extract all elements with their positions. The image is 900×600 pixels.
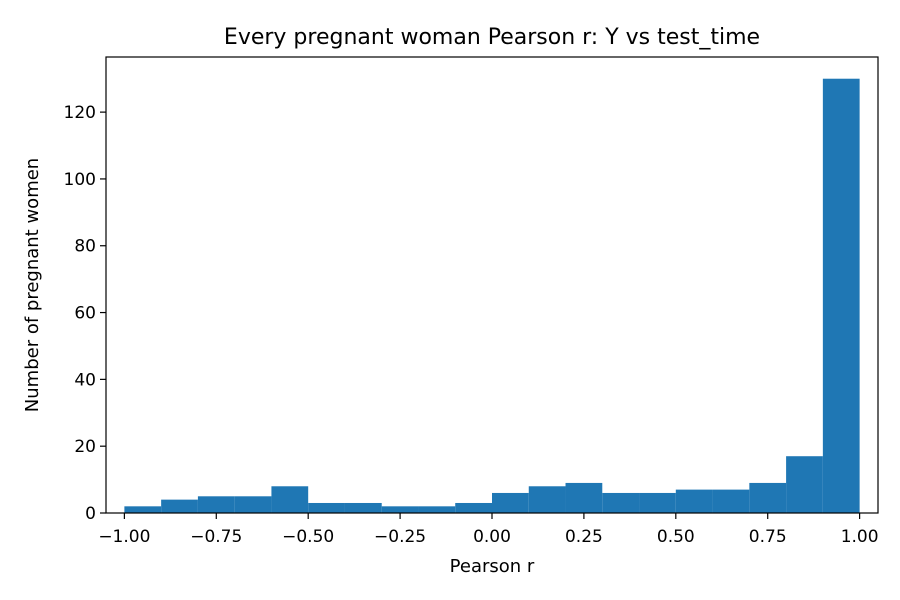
histogram-bar [822, 78, 860, 513]
x-tick-label: 0.75 [749, 527, 787, 547]
histogram-bar [308, 502, 345, 513]
histogram-bar [271, 486, 309, 513]
histogram-bar [639, 492, 676, 513]
histogram-bar [234, 496, 272, 513]
histogram-bar [197, 496, 235, 513]
y-tick-label: 40 [74, 370, 96, 390]
x-tick-label: 0.00 [473, 527, 511, 547]
histogram-bar [712, 489, 750, 513]
x-axis-label: Pearson r [450, 556, 535, 577]
x-tick-label: 1.00 [841, 527, 879, 547]
histogram-bar [492, 492, 529, 513]
y-axis-label: Number of pregnant women [22, 158, 43, 412]
x-tick-label: 0.25 [565, 527, 603, 547]
x-axis-ticks: −1.00 −0.75 −0.50 −0.25 0.00 0.25 0.50 0.75 1.00 [98, 513, 879, 547]
x-tick-label: −0.25 [374, 527, 426, 547]
y-tick-label: 80 [74, 237, 96, 257]
histogram-bar [455, 502, 492, 513]
histogram-bar [786, 456, 823, 513]
y-tick-label: 60 [74, 304, 96, 324]
histogram-bar [675, 489, 713, 513]
chart-title: Every pregnant woman Pearson r: Y vs tes… [224, 25, 760, 50]
y-tick-label: 120 [64, 103, 96, 123]
x-tick-label: −0.50 [282, 527, 334, 547]
y-tick-label: 100 [64, 170, 96, 190]
histogram-bar [749, 482, 787, 513]
histogram-bar [418, 506, 456, 513]
histogram-bar [124, 506, 162, 513]
histogram-bar [602, 492, 640, 513]
y-tick-label: 20 [74, 437, 96, 457]
y-tick-label: 0 [85, 504, 96, 524]
y-axis-ticks: 0 20 40 60 80 100 120 [64, 103, 106, 524]
histogram-bar [528, 486, 566, 513]
bars-group [124, 78, 860, 513]
plot-frame [105, 56, 879, 514]
histogram-bar [565, 482, 603, 513]
x-tick-label: −0.75 [190, 527, 242, 547]
x-tick-label: 0.50 [657, 527, 695, 547]
histogram-bar [344, 502, 382, 513]
histogram-bar [381, 506, 419, 513]
x-tick-label: −1.00 [98, 527, 150, 547]
histogram-bar [161, 499, 198, 513]
